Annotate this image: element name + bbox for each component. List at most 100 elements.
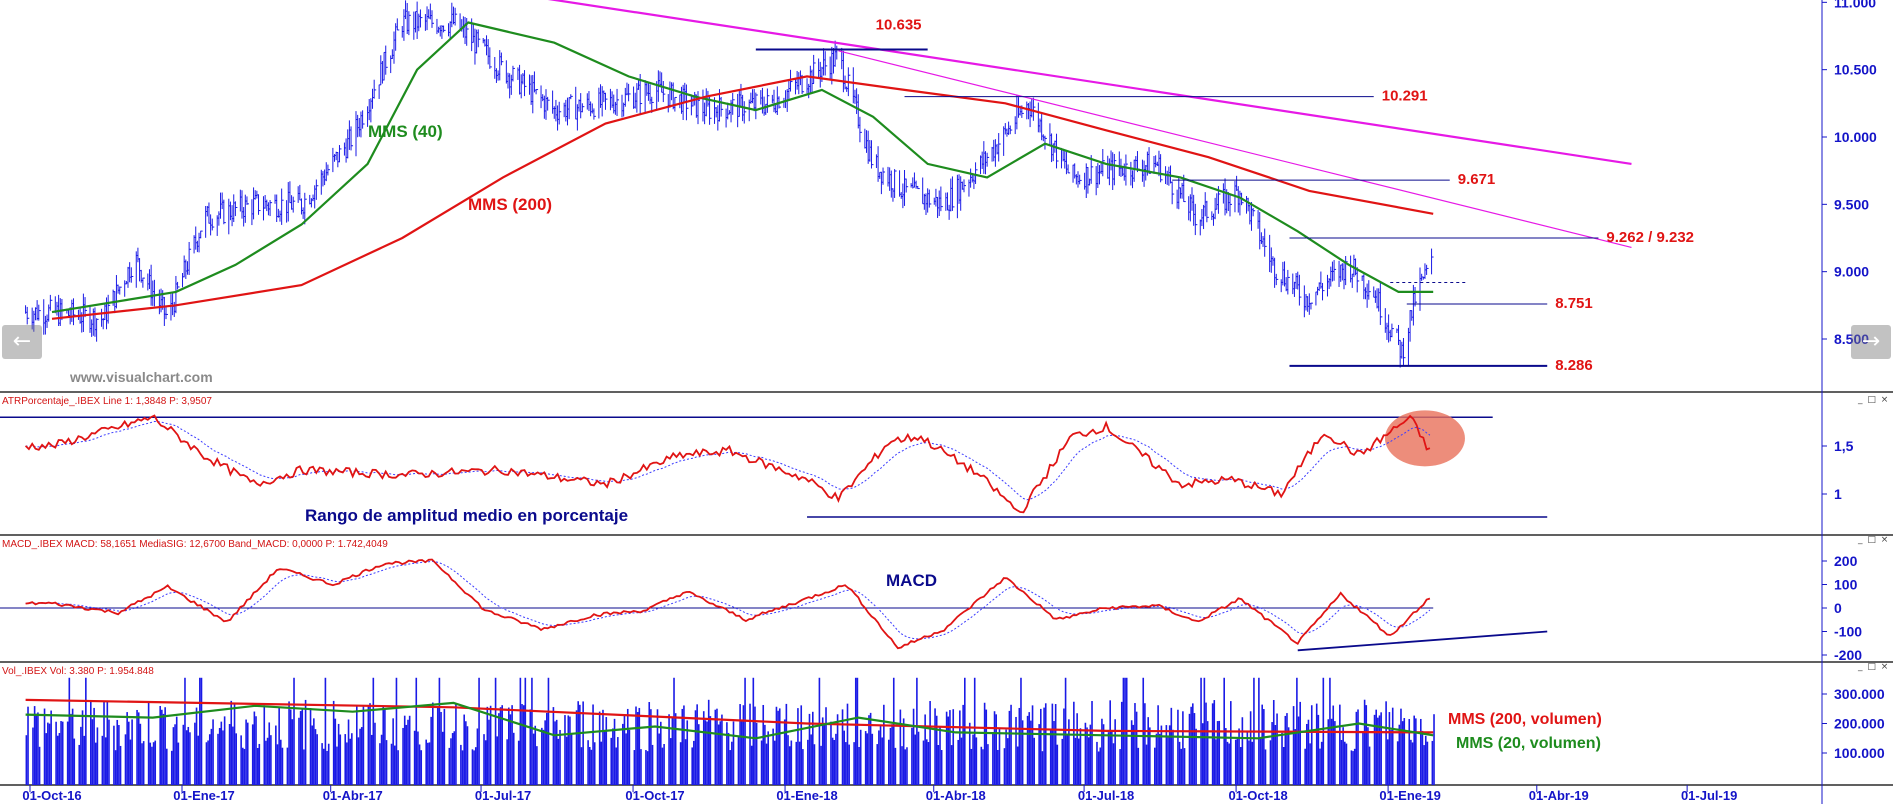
volume-bar [602, 709, 604, 785]
volume-bar [1276, 713, 1278, 785]
volume-bar [820, 745, 822, 785]
volume-bar [785, 703, 788, 785]
volume-bar [802, 749, 804, 785]
volume-bar [142, 741, 145, 785]
volume-bar [519, 677, 522, 785]
volume-bar [749, 703, 751, 785]
volume-bar [767, 731, 769, 785]
volume-bar [1292, 706, 1295, 785]
volume-bar [55, 721, 57, 785]
volume-bar [1170, 707, 1173, 785]
volume-bar [359, 728, 361, 785]
volume-bar [438, 677, 441, 785]
volume-bar [1021, 720, 1024, 785]
volume-bar [656, 709, 659, 785]
volume-bar [1096, 741, 1098, 785]
next-button[interactable]: → [1851, 325, 1891, 359]
volume-bar [1154, 747, 1156, 785]
volume-bar [569, 716, 571, 785]
window-controls-atr[interactable]: _ □ × [1858, 395, 1890, 405]
volume-bar [1264, 749, 1267, 785]
volume-bar [293, 677, 295, 785]
volume-bar [81, 710, 84, 785]
window-controls-volume[interactable]: _ □ × [1858, 662, 1890, 672]
volume-bar [739, 704, 741, 785]
volume-bar [775, 706, 778, 785]
prev-button[interactable]: ← [2, 325, 42, 359]
volume-bar [1145, 744, 1148, 785]
volume-bar [892, 677, 895, 785]
volume-bar [914, 734, 917, 785]
volume-bar [577, 701, 579, 785]
volume-bar [760, 740, 763, 785]
volume-mms200-annotation: MMS (200, volumen) [1448, 711, 1602, 728]
volume-bar [91, 719, 94, 785]
volume-mms200-line [25, 698, 1434, 734]
volume-bar [436, 706, 439, 785]
volume-bar [1297, 716, 1300, 785]
volume-bar [48, 723, 51, 785]
volume-bar [673, 677, 675, 785]
volume-bar [175, 716, 178, 785]
volume-bar [195, 707, 198, 785]
volume-bar [567, 715, 570, 785]
volume-bar [544, 720, 546, 785]
y-tick-label: 200 [1834, 553, 1858, 569]
volume-bar [35, 713, 38, 785]
volume-bar [33, 706, 36, 785]
volume-bar [94, 742, 97, 785]
volume-bar [764, 724, 766, 785]
volume-bar [740, 719, 743, 785]
volume-bar [671, 717, 674, 785]
volume-bar [478, 677, 480, 785]
volume-bar [370, 734, 373, 785]
volume-bar [38, 746, 41, 785]
volume-bar [474, 747, 477, 785]
volume-bar [217, 733, 219, 785]
volume-bar [356, 706, 358, 785]
volume-bar [1111, 731, 1113, 785]
volume-bar [511, 705, 513, 785]
volume-bar [1135, 711, 1138, 785]
volume-bar [640, 749, 642, 785]
volume-bar [1132, 724, 1135, 785]
volume-bar [32, 727, 34, 785]
volume-bar [1172, 729, 1174, 785]
volume-bar [280, 739, 282, 785]
volume-bar [1225, 728, 1227, 785]
volume-bar [704, 720, 707, 785]
volume-bar [669, 738, 672, 785]
volume-bar [1284, 715, 1287, 785]
volume-bar [592, 704, 594, 785]
volume-bar [1307, 719, 1310, 785]
volume-bar [1403, 718, 1406, 785]
volume-bar [407, 719, 409, 785]
volume-bar [1398, 724, 1401, 785]
window-controls-macd[interactable]: _ □ × [1858, 535, 1890, 545]
volume-bar [1006, 738, 1009, 785]
volume-bar [93, 707, 95, 785]
volume-bar [628, 729, 631, 785]
volume-bar [289, 709, 292, 785]
volume-bar [706, 721, 708, 785]
volume-bar [1411, 742, 1414, 785]
volume-bar [177, 742, 180, 785]
volume-bar [489, 705, 492, 785]
y-tick-label: 1,5 [1834, 438, 1854, 454]
volume-bar [916, 677, 918, 785]
volume-bar [1410, 739, 1412, 785]
volume-bar [674, 713, 677, 785]
volume-bar [1413, 715, 1415, 785]
volume-bar [286, 747, 289, 785]
volume-bar [636, 712, 639, 785]
volume-bar [369, 703, 371, 785]
volume-bar [1216, 721, 1219, 785]
volume-bar [1211, 703, 1214, 785]
volume-bar [575, 710, 578, 785]
volume-bar [800, 705, 803, 785]
volume-bar [744, 677, 746, 785]
volume-bar [593, 742, 596, 785]
volume-bar [985, 709, 988, 785]
x-tick-label: 01-Jul-17 [475, 788, 531, 803]
volume-bar [1040, 708, 1042, 785]
